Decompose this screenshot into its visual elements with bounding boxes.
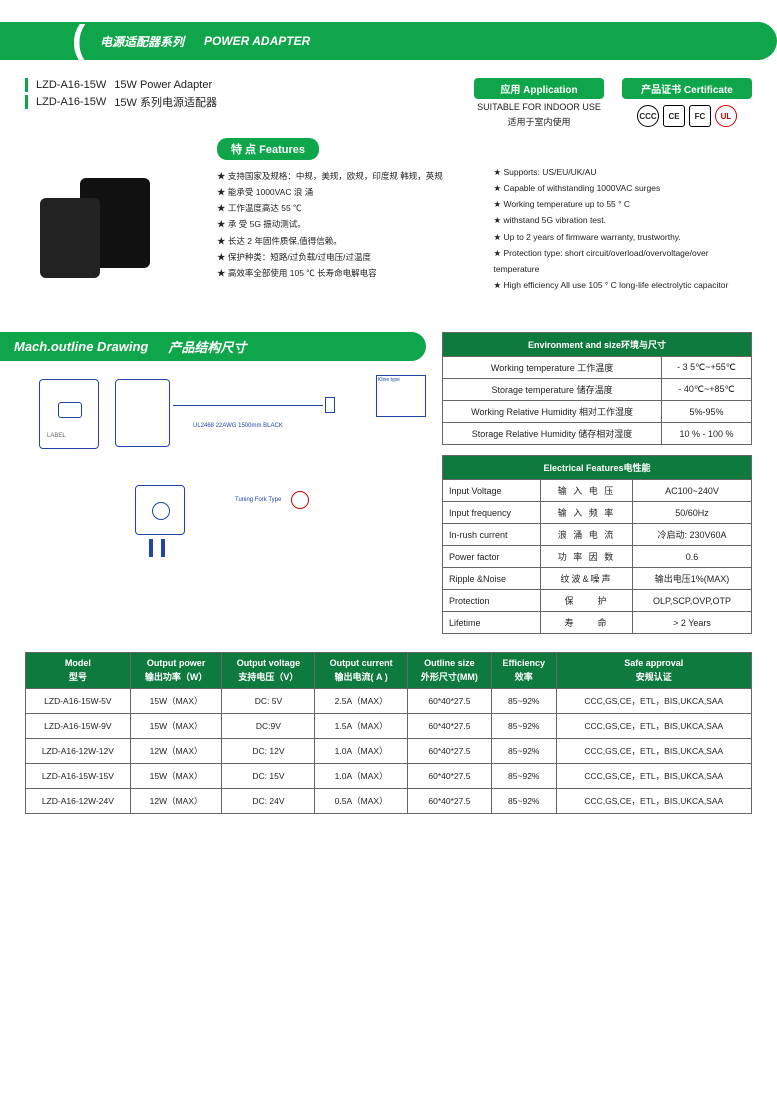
fc-icon: FC (689, 105, 711, 127)
ul-icon: UL (715, 105, 737, 127)
title-row: LZD-A16-15W 15W Power Adapter LZD-A16-15… (25, 78, 752, 128)
features-section: 特 点 Features 支持国家及规格：中规，美规，欧规，印度规 韩规，英规能… (25, 138, 752, 308)
certificate-col: 产品证书 Certificate CCC CE FC UL (622, 78, 752, 128)
cert-icons: CCC CE FC UL (637, 105, 737, 127)
feature-item: withstand 5G vibration test. (494, 212, 753, 228)
mach-drawing: Mach.outline Drawing 产品结构尺寸 LABEL Kline … (25, 332, 426, 634)
suitable-en: SUITABLE FOR INDOOR USE (474, 102, 604, 112)
features-en-list: Supports: US/EU/UK/AUCapable of withstan… (494, 164, 753, 293)
feature-item: 保护种类：短路/过负载/过电压/过温度 (217, 249, 476, 265)
table-row: Ripple &Noise纹波&噪声输出电压1%(MAX) (443, 568, 752, 590)
ce-icon: CE (663, 105, 685, 127)
product-image (25, 138, 205, 308)
mach-en: Mach.outline Drawing (14, 339, 148, 354)
ccc-icon: CCC (637, 105, 659, 127)
application-pill: 应用 Application (474, 78, 604, 99)
elec-table: Electrical Features电性能 Input Voltage输 入 … (442, 455, 752, 634)
feature-item: Up to 2 years of firmware warranty, trus… (494, 229, 753, 245)
table-row: Input frequency输 入 频 率50/60Hz (443, 502, 752, 524)
col-header: Efficiency效率 (492, 653, 557, 689)
mach-banner: Mach.outline Drawing 产品结构尺寸 (0, 332, 426, 361)
title-bar-icon (25, 78, 28, 92)
col-header: Outline size外形尺寸(MM) (407, 653, 491, 689)
col-header: Safe approval安规认证 (556, 653, 751, 689)
outline-diagram: LABEL Kline type UL2468 22AWG 1500mm BLA… (25, 375, 426, 585)
model-1: LZD-A16-15W (36, 79, 106, 91)
table-row: Input Voltage输 入 电 压AC100~240V (443, 480, 752, 502)
table-row: Working temperature 工作温度- 3 5℃~+55℃ (443, 357, 752, 379)
col-header: Output current输出电流( A ) (315, 653, 407, 689)
feature-item: Capable of withstanding 1000VAC surges (494, 180, 753, 196)
model-2-desc: 15W 系列电源适配器 (114, 94, 217, 110)
title-left: LZD-A16-15W 15W Power Adapter LZD-A16-15… (25, 78, 456, 128)
table-row: Storage temperature 储存温度- 40℃~+85℃ (443, 379, 752, 401)
models-table: Model型号Output power输出功率（W）Output voltage… (25, 652, 752, 814)
title-bar-icon (25, 95, 28, 109)
application-col: 应用 Application SUITABLE FOR INDOOR USE 适… (474, 78, 604, 128)
banner-en: POWER ADAPTER (204, 34, 310, 48)
model-1-desc: 15W Power Adapter (114, 79, 212, 91)
features-head: 特 点 Features (217, 138, 319, 160)
table-row: LZD-A16-15W-5V15W（MAX）DC: 5V2.5A（MAX）60*… (26, 689, 752, 714)
model-2: LZD-A16-15W (36, 96, 106, 108)
table-row: LZD-A16-12W-24V12W（MAX）DC: 24V0.5A（MAX）6… (26, 789, 752, 814)
col-header: Output voltage支持电压（V） (222, 653, 315, 689)
features-cn-list: 支持国家及规格：中规，美规，欧规，印度规 韩规，英规能承受 1000VAC 浪 … (217, 168, 476, 281)
feature-item: Supports: US/EU/UK/AU (494, 164, 753, 180)
feature-item: Protection type: short circuit/overload/… (494, 245, 753, 277)
feature-item: 支持国家及规格：中规，美规，欧规，印度规 韩规，英规 (217, 168, 476, 184)
feature-item: 高效率全部使用 105 ℃ 长寿命电解电容 (217, 265, 476, 281)
table-row: Power factor功 率 因 数0.6 (443, 546, 752, 568)
col-header: Output power输出功率（W） (130, 653, 222, 689)
mach-cn: 产品结构尺寸 (168, 337, 246, 356)
elec-head: Electrical Features电性能 (443, 456, 752, 480)
feature-item: 承 受 5G 振动测试。 (217, 216, 476, 232)
feature-item: 工作温度高达 55 ℃ (217, 200, 476, 216)
feature-item: 长达 2 年固件质保,值得信赖。 (217, 233, 476, 249)
feature-item: Working temperature up to 55 ° C (494, 196, 753, 212)
features-en: Supports: US/EU/UK/AUCapable of withstan… (494, 138, 753, 308)
table-row: LZD-A16-12W-12V12W（MAX）DC: 12V1.0A（MAX）6… (26, 739, 752, 764)
env-head: Environment and size环境与尺寸 (443, 333, 752, 357)
table-row: In-rush current浪 涌 电 流冷启动: 230V60A (443, 524, 752, 546)
certificate-pill: 产品证书 Certificate (622, 78, 752, 99)
feature-item: High efficiency All use 105 ° C long-lif… (494, 277, 753, 293)
mid-row: Mach.outline Drawing 产品结构尺寸 LABEL Kline … (25, 332, 752, 634)
feature-item: 能承受 1000VAC 浪 涌 (217, 184, 476, 200)
features-cn: 特 点 Features 支持国家及规格：中规，美规，欧规，印度规 韩规，英规能… (217, 138, 476, 308)
table-row: LZD-A16-15W-15V15W（MAX）DC: 15V1.0A（MAX）6… (26, 764, 752, 789)
col-header: Model型号 (26, 653, 131, 689)
top-banner: 电源适配器系列 POWER ADAPTER (0, 22, 777, 60)
adapter-icon (80, 178, 150, 268)
env-table: Environment and size环境与尺寸 Working temper… (442, 332, 752, 445)
spec-tables: Environment and size环境与尺寸 Working temper… (442, 332, 752, 634)
table-row: Lifetime寿 命> 2 Years (443, 612, 752, 634)
table-row: Working Relative Humidity 相对工作湿度5%-95% (443, 401, 752, 423)
suitable-cn: 适用于室内使用 (474, 115, 604, 128)
table-row: Protection保 护OLP,SCP,OVP,OTP (443, 590, 752, 612)
table-row: LZD-A16-15W-9V15W（MAX）DC:9V1.5A（MAX）60*4… (26, 714, 752, 739)
banner-cn: 电源适配器系列 (100, 33, 184, 50)
table-row: Storage Relative Humidity 储存相对湿度10 % - 1… (443, 423, 752, 445)
